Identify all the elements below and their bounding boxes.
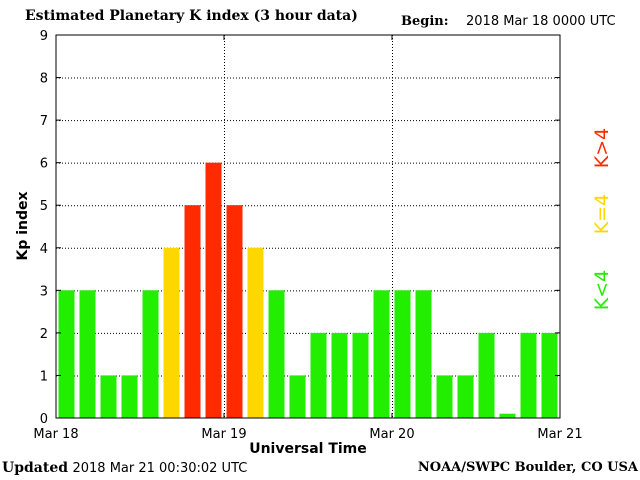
kp-bar: [163, 247, 180, 418]
kp-bar: [79, 290, 96, 418]
kp-bar: [205, 162, 222, 418]
x-tick-label: Mar 18: [33, 427, 78, 442]
updated-label: Updated: [2, 460, 69, 476]
y-tick-label: 2: [40, 327, 48, 342]
kp-bar: [499, 413, 516, 418]
y-axis-label: Kp index: [15, 191, 31, 260]
kp-bar: [100, 375, 117, 418]
kp-bar: [289, 375, 306, 418]
kp-bar: [520, 332, 537, 418]
kp-bar: [121, 375, 138, 418]
kp-bar: [415, 290, 432, 418]
kp-bar: [58, 290, 75, 418]
kp-bar: [247, 247, 264, 418]
legend-item: K=4: [591, 194, 613, 234]
begin-value: 2018 Mar 18 0000 UTC: [466, 14, 616, 29]
y-tick-label: 4: [40, 242, 48, 257]
y-tick-label: 5: [40, 199, 48, 214]
kp-bar: [142, 290, 159, 418]
kp-bar: [541, 332, 558, 418]
kp-bar: [457, 375, 474, 418]
legend: K<4 K=4 K>4: [591, 128, 613, 310]
y-tick-label: 0: [40, 412, 48, 427]
legend-item: K<4: [591, 270, 613, 310]
kp-bar: [478, 332, 495, 418]
y-tick-label: 1: [40, 369, 48, 384]
grid-lines: [56, 35, 560, 418]
kp-bar: [394, 290, 411, 418]
plot-frame: [55, 34, 561, 419]
kp-bar: [352, 332, 369, 418]
kp-bar: [268, 290, 285, 418]
y-tick-label: 7: [40, 114, 48, 129]
kp-bar: [373, 290, 390, 418]
x-tick-label: Mar 21: [537, 427, 582, 442]
kp-bar: [184, 205, 201, 418]
credit-text: NOAA/SWPC Boulder, CO USA: [417, 460, 638, 475]
x-axis-label: Universal Time: [249, 441, 367, 457]
kp-bar: [331, 332, 348, 418]
y-tick-label: 3: [40, 284, 48, 299]
begin-label: Begin:: [401, 14, 449, 29]
y-tick-label: 8: [40, 72, 48, 87]
bar-series: [58, 162, 558, 418]
legend-item: K>4: [591, 128, 613, 168]
y-tick-label: 9: [40, 29, 48, 44]
updated-stamp: Updated 2018 Mar 21 00:30:02 UTC: [2, 460, 247, 476]
updated-value: 2018 Mar 21 00:30:02 UTC: [72, 461, 248, 476]
x-tick-label: Mar 20: [369, 427, 414, 442]
kp-bar: [310, 332, 327, 418]
chart-title: Estimated Planetary K index (3 hour data…: [25, 8, 358, 24]
x-axis-ticks: Mar 18 Mar 19 Mar 20 Mar 21: [33, 35, 583, 442]
x-tick-label: Mar 19: [201, 427, 246, 442]
kp-bar: [436, 375, 453, 418]
y-axis-ticks: 0 1 2 3 4 5 6 7 8 9: [40, 29, 560, 427]
y-tick-label: 6: [40, 157, 48, 172]
kp-bar: [226, 205, 243, 418]
